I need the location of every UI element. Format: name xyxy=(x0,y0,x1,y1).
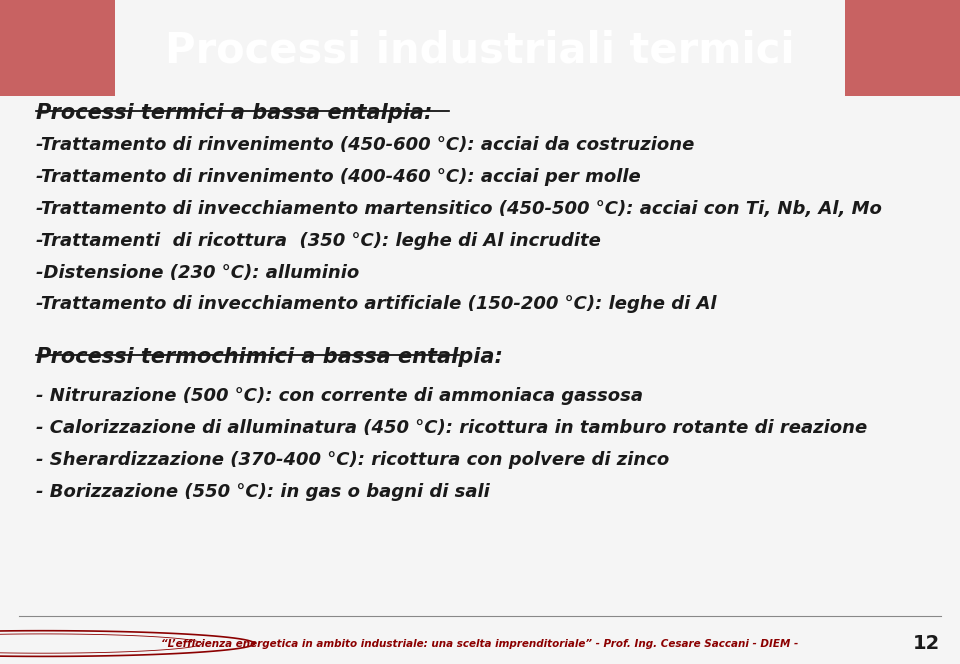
Bar xyxy=(845,0,960,96)
Text: - Sherardizzazione (370-400 °C): ricottura con polvere di zinco: - Sherardizzazione (370-400 °C): ricottu… xyxy=(36,451,670,469)
Text: - Borizzazione (550 °C): in gas o bagni di sali: - Borizzazione (550 °C): in gas o bagni … xyxy=(36,483,491,501)
Text: -Trattamenti  di ricottura  (350 °C): leghe di Al incrudite: -Trattamenti di ricottura (350 °C): legh… xyxy=(36,232,601,250)
Text: “L’efficienza energetica in ambito industriale: una scelta imprenditoriale” - Pr: “L’efficienza energetica in ambito indus… xyxy=(161,639,799,649)
Text: 12: 12 xyxy=(913,634,940,653)
Text: Processi industriali termici: Processi industriali termici xyxy=(165,29,795,71)
Text: - Calorizzazione di alluminatura (450 °C): ricottura in tamburo rotante di reazi: - Calorizzazione di alluminatura (450 °C… xyxy=(36,419,868,437)
Bar xyxy=(0,0,115,96)
Text: - Nitrurazione (500 °C): con corrente di ammoniaca gassosa: - Nitrurazione (500 °C): con corrente di… xyxy=(36,387,643,405)
Text: -Trattamento di rinvenimento (450-600 °C): acciai da costruzione: -Trattamento di rinvenimento (450-600 °C… xyxy=(36,136,695,154)
Text: -Trattamento di invecchiamento artificiale (150-200 °C): leghe di Al: -Trattamento di invecchiamento artificia… xyxy=(36,295,717,313)
Text: Processi termochimici a bassa entalpia:: Processi termochimici a bassa entalpia: xyxy=(36,347,503,367)
Text: -Trattamento di invecchiamento martensitico (450-500 °C): acciai con Ti, Nb, Al,: -Trattamento di invecchiamento martensit… xyxy=(36,200,882,218)
Text: -Trattamento di rinvenimento (400-460 °C): acciai per molle: -Trattamento di rinvenimento (400-460 °C… xyxy=(36,168,641,186)
Text: Processi termici a bassa entalpia:: Processi termici a bassa entalpia: xyxy=(36,103,433,123)
Text: -Distensione (230 °C): alluminio: -Distensione (230 °C): alluminio xyxy=(36,264,360,282)
